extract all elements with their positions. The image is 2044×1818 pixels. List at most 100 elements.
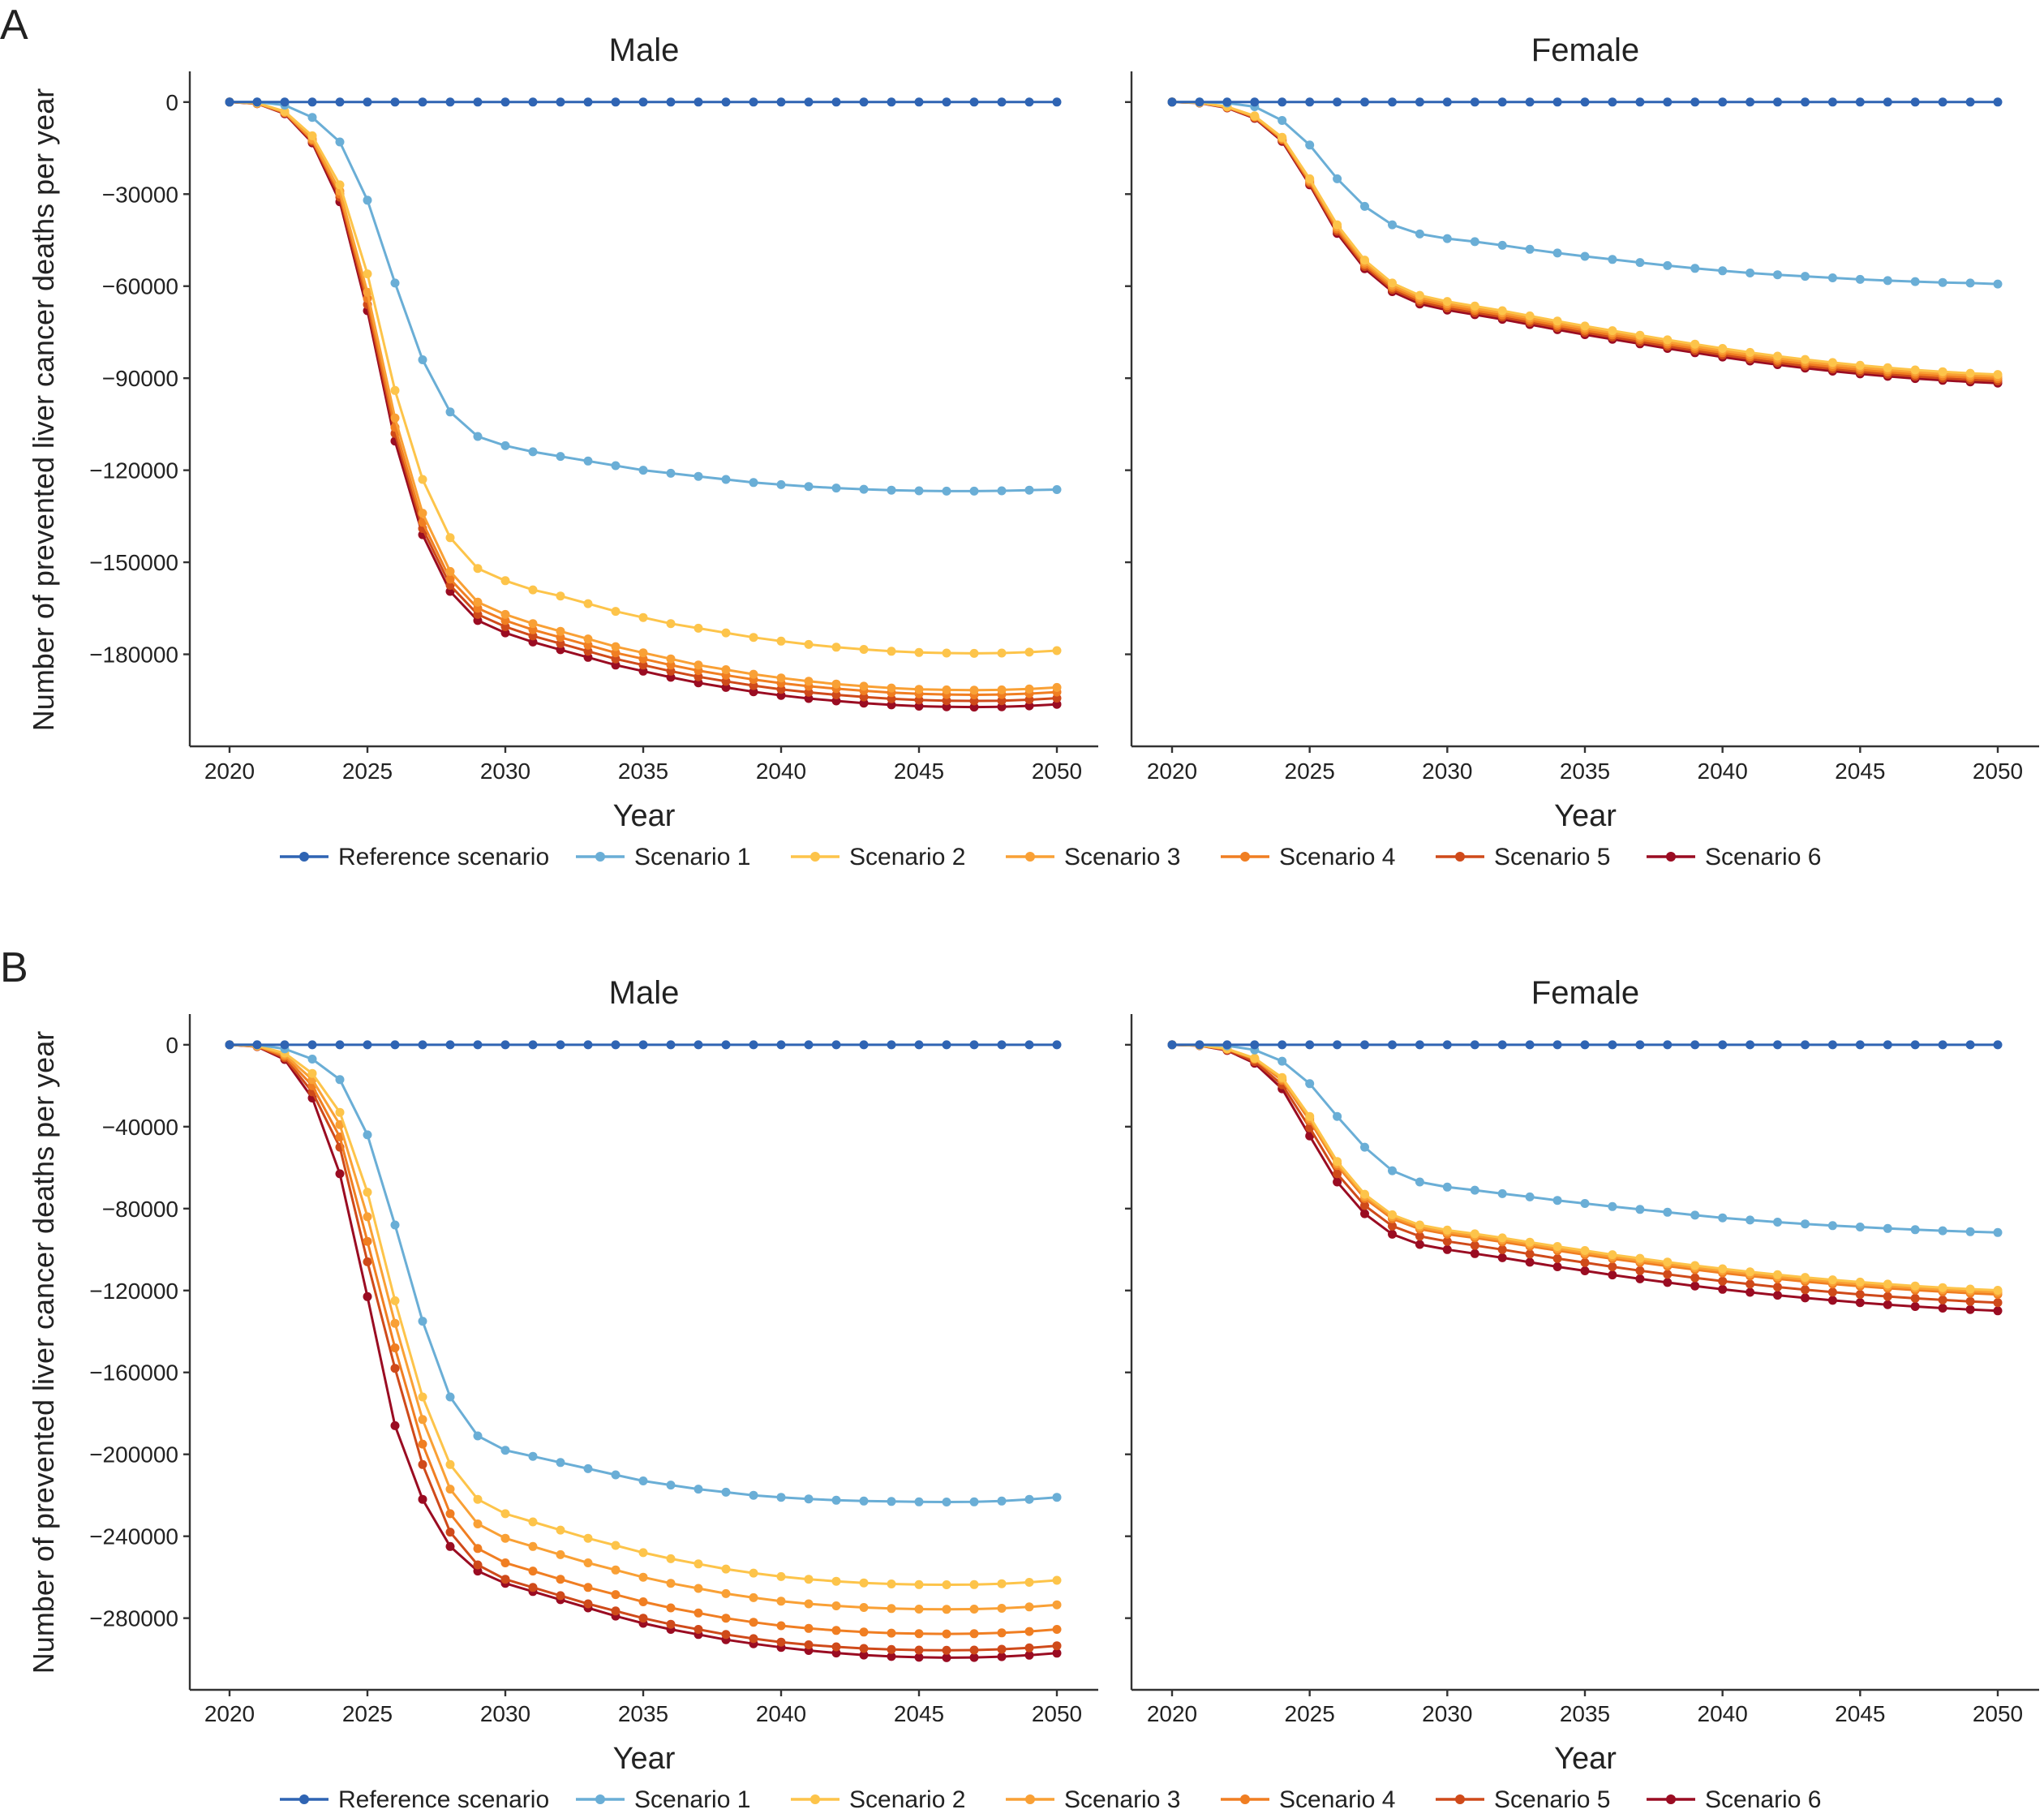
data-point	[1497, 1040, 1507, 1050]
data-point	[859, 645, 869, 654]
data-point	[583, 1533, 593, 1543]
data-point	[583, 97, 593, 107]
data-point	[1608, 1262, 1617, 1271]
data-point	[831, 1576, 841, 1586]
data-point	[1883, 1279, 1892, 1289]
data-point	[776, 1597, 786, 1606]
x-tick-label: 2045	[1835, 759, 1885, 784]
data-point	[1773, 1218, 1782, 1227]
data-point	[528, 1451, 538, 1461]
subplot-title: Male	[609, 32, 680, 68]
data-point	[335, 1107, 345, 1117]
data-point	[942, 486, 951, 496]
data-point	[1415, 290, 1424, 300]
data-point	[638, 648, 648, 658]
data-point	[1827, 1040, 1837, 1050]
data-point	[694, 1485, 703, 1494]
data-point	[1305, 1079, 1315, 1089]
data-point	[1552, 1196, 1562, 1206]
data-point	[500, 1040, 510, 1050]
x-tick-label: 2025	[1285, 759, 1335, 784]
data-point	[1965, 278, 1975, 288]
series-scenario-1	[225, 97, 1062, 496]
data-point	[611, 1470, 620, 1480]
data-point	[1993, 97, 2003, 107]
data-point	[445, 1528, 455, 1537]
data-point	[749, 1568, 758, 1578]
data-point	[1388, 1166, 1397, 1175]
data-point	[1388, 278, 1397, 288]
data-point	[1690, 1040, 1700, 1050]
data-point	[804, 1575, 814, 1584]
data-point	[1052, 699, 1062, 709]
data-point	[666, 1554, 676, 1563]
data-point	[749, 633, 758, 643]
legend-label: Scenario 3	[1064, 844, 1180, 870]
y-tick-label: −160000	[89, 1360, 178, 1386]
data-point	[1635, 330, 1645, 340]
data-point	[969, 1497, 979, 1506]
data-point	[335, 1040, 345, 1050]
legend-marker	[1240, 1794, 1250, 1804]
data-point	[1663, 1207, 1673, 1217]
data-point	[638, 1548, 648, 1558]
data-point	[749, 1592, 758, 1602]
data-point	[445, 97, 455, 107]
data-point	[694, 471, 703, 481]
data-point	[1635, 1274, 1645, 1283]
data-point	[1360, 97, 1369, 107]
data-point	[831, 97, 841, 107]
data-point	[749, 97, 758, 107]
data-point	[556, 645, 565, 655]
data-point	[1801, 1219, 1810, 1229]
x-tick-label: 2040	[1698, 1701, 1748, 1726]
data-point	[887, 683, 896, 693]
data-point	[418, 1317, 427, 1326]
data-point	[1333, 1111, 1342, 1121]
legends: Reference scenario Scenario 1 Scenario 2 Sc…	[280, 844, 1821, 1813]
data-point	[749, 1618, 758, 1627]
data-point	[776, 1493, 786, 1502]
data-point	[776, 1571, 786, 1581]
data-point	[1746, 1287, 1755, 1297]
data-point	[1024, 647, 1034, 657]
data-point	[1024, 1627, 1034, 1636]
data-point	[1360, 256, 1369, 265]
data-point	[500, 441, 510, 450]
y-tick-label: 0	[165, 1033, 178, 1058]
series-scenario-2	[225, 97, 1062, 658]
data-point	[859, 1040, 869, 1050]
data-point	[997, 97, 1007, 107]
data-point	[1690, 1281, 1700, 1291]
data-point	[1827, 97, 1837, 107]
data-point	[666, 1619, 676, 1629]
data-point	[1965, 1040, 1975, 1050]
data-point	[831, 679, 841, 689]
series-reference-scenario	[1167, 1040, 2003, 1050]
data-point	[556, 1040, 565, 1050]
data-point	[1855, 1290, 1865, 1300]
data-point	[500, 1509, 510, 1519]
legend-marker	[1025, 852, 1035, 862]
data-point	[831, 484, 841, 493]
data-point	[749, 1634, 758, 1644]
data-point	[997, 1628, 1007, 1638]
legend-label: Scenario 2	[849, 1786, 965, 1813]
data-point	[1718, 1213, 1728, 1223]
data-point	[887, 1644, 896, 1654]
data-point	[666, 619, 676, 629]
series-line	[229, 101, 1058, 697]
data-point	[1773, 270, 1782, 280]
series-scenario-1	[1167, 97, 2003, 289]
data-point	[1965, 1304, 1975, 1314]
data-point	[914, 1579, 924, 1589]
data-point	[997, 1604, 1007, 1613]
data-point	[1167, 97, 1177, 107]
data-point	[749, 669, 758, 679]
y-axis-title-a: Number of prevented liver cancer deaths …	[27, 88, 60, 731]
x-tick-label: 2040	[756, 1701, 806, 1726]
data-point	[528, 619, 538, 629]
data-point	[363, 1257, 372, 1266]
data-point	[1552, 1242, 1562, 1251]
